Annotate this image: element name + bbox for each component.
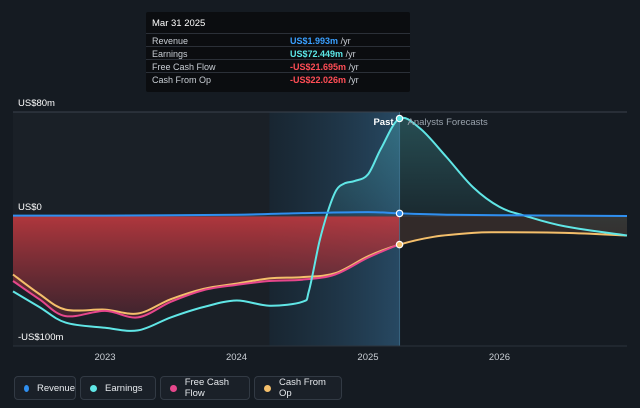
tooltip-value: -US$21.695m /yr xyxy=(290,62,359,72)
tooltip-date: Mar 31 2025 xyxy=(152,18,206,29)
cash-from-op-line xyxy=(12,231,628,315)
earnings-dot-icon xyxy=(90,384,97,392)
revenue-dot-icon xyxy=(24,384,29,392)
x-tick-label: 2023 xyxy=(94,352,115,363)
past-label: Past xyxy=(373,117,394,128)
earnings-area xyxy=(328,117,627,236)
legend-label: Cash From Op xyxy=(278,377,326,399)
tooltip-row-revenue: Revenue US$1.993m /yr xyxy=(146,33,410,47)
y-tick-label: -US$100m xyxy=(18,332,63,343)
legend-label: Revenue xyxy=(36,382,75,394)
tooltip-row-free-cash-flow: Free Cash Flow -US$21.695m /yr xyxy=(146,59,410,73)
legend-item-cash-from-op[interactable]: Cash From Op xyxy=(254,376,342,400)
x-tick-label: 2024 xyxy=(226,352,247,363)
tooltip-row-cash-from-op: Cash From Op -US$22.026m /yr xyxy=(146,72,410,86)
free-cash-flow-area xyxy=(13,216,400,318)
tooltip-value: US$1.993m /yr xyxy=(290,36,351,46)
legend-item-revenue[interactable]: Revenue xyxy=(14,376,76,400)
forecast-label: Analysts Forecasts xyxy=(408,117,488,128)
earnings-line xyxy=(12,116,628,332)
tooltip-label: Revenue xyxy=(152,36,189,46)
legend-item-earnings[interactable]: Earnings xyxy=(80,376,156,400)
tooltip-label: Cash From Op xyxy=(152,75,212,85)
tooltip-label: Earnings xyxy=(152,49,188,59)
tooltip-value: -US$22.026m /yr xyxy=(290,75,359,85)
x-tick-label: 2025 xyxy=(357,352,378,363)
tooltip-panel: Mar 31 2025 Revenue US$1.993m /yr Earnin… xyxy=(146,12,410,92)
legend-item-free-cash-flow[interactable]: Free Cash Flow xyxy=(160,376,250,400)
tooltip-value: US$72.449m /yr xyxy=(290,49,356,59)
y-tick-label: US$80m xyxy=(18,98,55,109)
cash-from-op-point xyxy=(395,240,404,249)
tooltip-row-earnings: Earnings US$72.449m /yr xyxy=(146,46,410,60)
earnings-point xyxy=(395,114,404,123)
tooltip-label: Free Cash Flow xyxy=(152,62,216,72)
x-tick-label: 2026 xyxy=(489,352,510,363)
free-cash-flow-line xyxy=(12,243,400,319)
revenue-point xyxy=(395,209,404,218)
y-tick-label: US$0 xyxy=(18,202,42,213)
legend-label: Earnings xyxy=(105,382,143,394)
cash-from-op-dot-icon xyxy=(264,384,271,392)
free-cash-flow-dot-icon xyxy=(170,384,177,392)
legend-label: Free Cash Flow xyxy=(184,377,230,399)
revenue-line xyxy=(12,211,628,217)
